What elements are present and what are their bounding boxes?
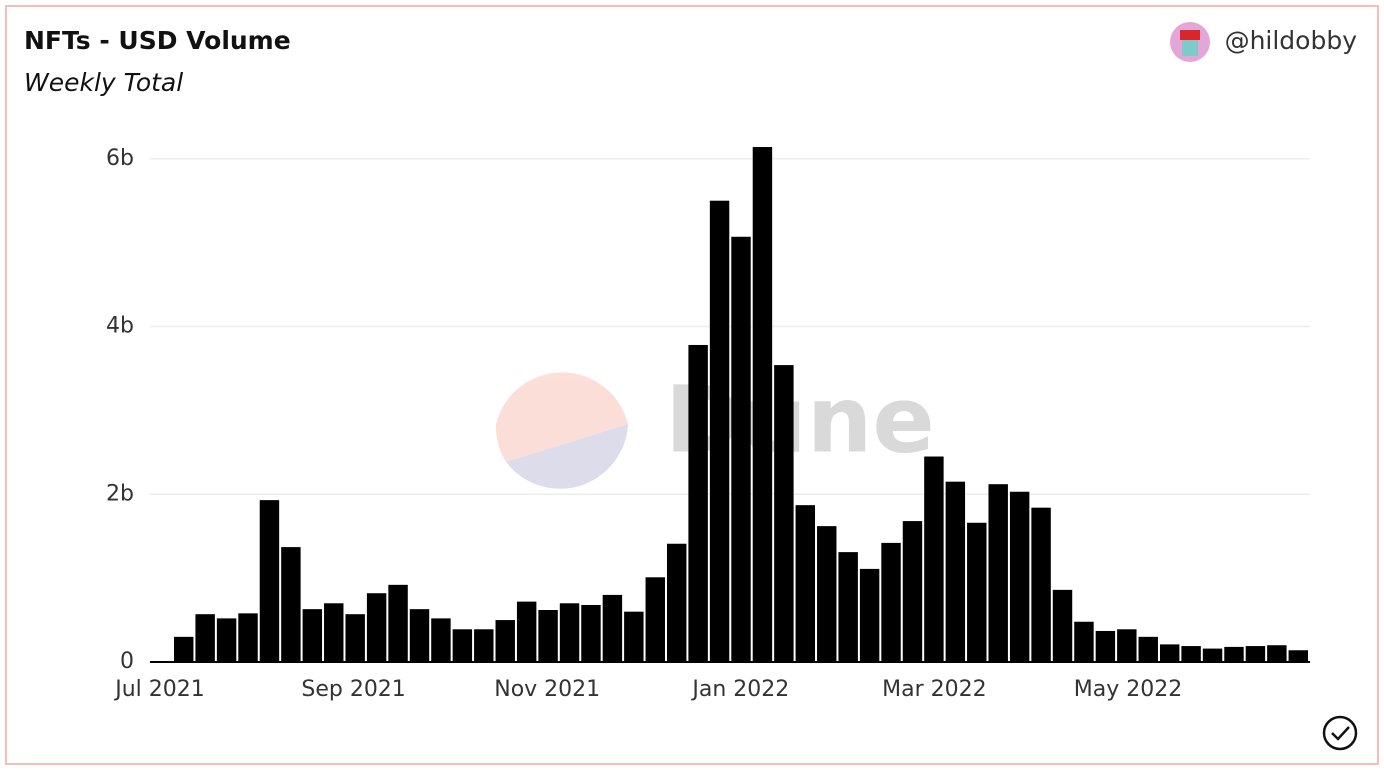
bar: [195, 614, 215, 662]
bar: [1031, 507, 1051, 662]
author[interactable]: @hildobby: [1225, 26, 1358, 55]
x-tick-label: Mar 2022: [882, 677, 987, 702]
chart-subtitle: Weekly Total: [24, 68, 183, 97]
bar: [1074, 621, 1094, 662]
bar: [1267, 645, 1287, 662]
bar: [174, 636, 194, 662]
bar: [431, 618, 451, 662]
y-tick-label: 2b: [106, 481, 134, 506]
bar: [1224, 646, 1244, 662]
bar: [1052, 589, 1073, 662]
bar: [645, 577, 665, 662]
bar: [1117, 629, 1137, 662]
bar: [602, 594, 623, 662]
bar: [666, 543, 687, 662]
y-tick-label: 0: [120, 649, 134, 674]
bar: [1009, 491, 1030, 662]
x-tick-label: May 2022: [1074, 677, 1182, 702]
bar: [388, 584, 408, 662]
bar: [452, 629, 473, 662]
bar: [881, 542, 901, 662]
bar: [924, 456, 944, 662]
x-tick-label: Jan 2022: [690, 677, 789, 702]
bar: [902, 521, 923, 662]
bar: [624, 611, 644, 662]
bar: [281, 547, 301, 662]
watermark: [495, 372, 628, 489]
bar: [709, 200, 730, 663]
bar: [752, 147, 773, 663]
bar: [1181, 646, 1201, 662]
bar: [302, 609, 323, 662]
bar: [1159, 644, 1180, 662]
y-tick-label: 4b: [106, 314, 134, 339]
bar: [216, 618, 237, 662]
bar: [688, 344, 708, 662]
bar: [859, 568, 880, 662]
bar: [774, 365, 794, 662]
bar: [259, 500, 280, 662]
bar: [838, 552, 858, 662]
bar: [366, 593, 387, 662]
x-tick-label: Sep 2021: [301, 677, 405, 702]
bar: [474, 629, 494, 662]
bar: [945, 481, 966, 662]
chart-title: NFTs - USD Volume: [24, 26, 291, 55]
bar: [967, 522, 987, 662]
bar: [988, 484, 1008, 662]
bar: [324, 603, 344, 662]
x-tick-label: Nov 2021: [494, 677, 600, 702]
bar: [731, 236, 751, 662]
bar: [1245, 646, 1266, 662]
bar: [538, 610, 558, 662]
bar: [581, 604, 601, 662]
check-icon[interactable]: [1322, 715, 1358, 751]
bar: [817, 526, 837, 662]
bar: [345, 614, 365, 662]
bar: [1288, 650, 1308, 662]
bar: [516, 601, 537, 662]
bar: [495, 620, 515, 662]
y-tick-label: 6b: [106, 146, 134, 171]
bar: [1095, 630, 1116, 662]
avatar: [1170, 22, 1210, 62]
bar: [238, 613, 258, 662]
x-tick-label: Jul 2021: [113, 677, 205, 702]
bar: [1138, 636, 1158, 662]
bar: [795, 505, 816, 662]
bar: [409, 609, 430, 662]
bar: [1202, 648, 1223, 662]
bar: [559, 603, 580, 662]
